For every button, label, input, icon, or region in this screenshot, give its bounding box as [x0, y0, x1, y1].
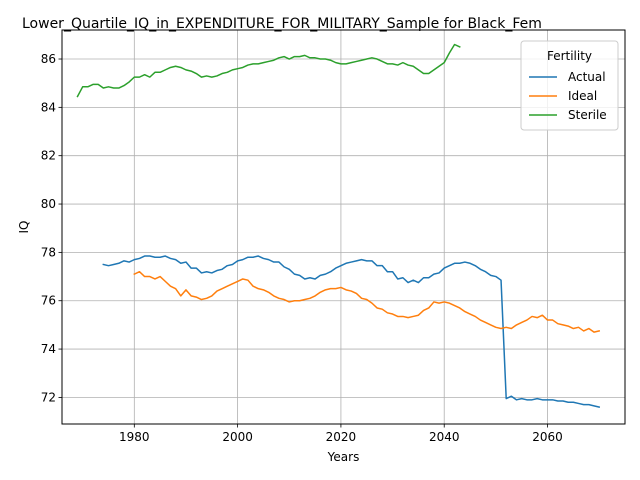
y-tick-label: 84	[41, 100, 56, 114]
x-tick-label: 2000	[222, 430, 253, 444]
x-tick-label: 2040	[429, 430, 460, 444]
legend-title: Fertility	[547, 49, 592, 63]
x-axis-label: Years	[327, 450, 360, 464]
y-axis-label: IQ	[17, 221, 31, 234]
legend-label-sterile: Sterile	[568, 108, 607, 122]
legend: Fertility Actual Ideal Sterile	[521, 41, 618, 130]
y-tick-label: 86	[41, 52, 56, 66]
y-tick-label: 78	[41, 245, 56, 259]
x-tick-label: 1980	[119, 430, 150, 444]
y-tick-label: 74	[41, 342, 56, 356]
y-tick-label: 82	[41, 149, 56, 163]
legend-label-ideal: Ideal	[568, 89, 597, 103]
x-tick-label: 2020	[326, 430, 357, 444]
y-tick-label: 76	[41, 294, 56, 308]
legend-label-actual: Actual	[568, 70, 606, 84]
y-tick-label: 72	[41, 390, 56, 404]
y-tick-label: 80	[41, 197, 56, 211]
x-tick-label: 2060	[532, 430, 563, 444]
